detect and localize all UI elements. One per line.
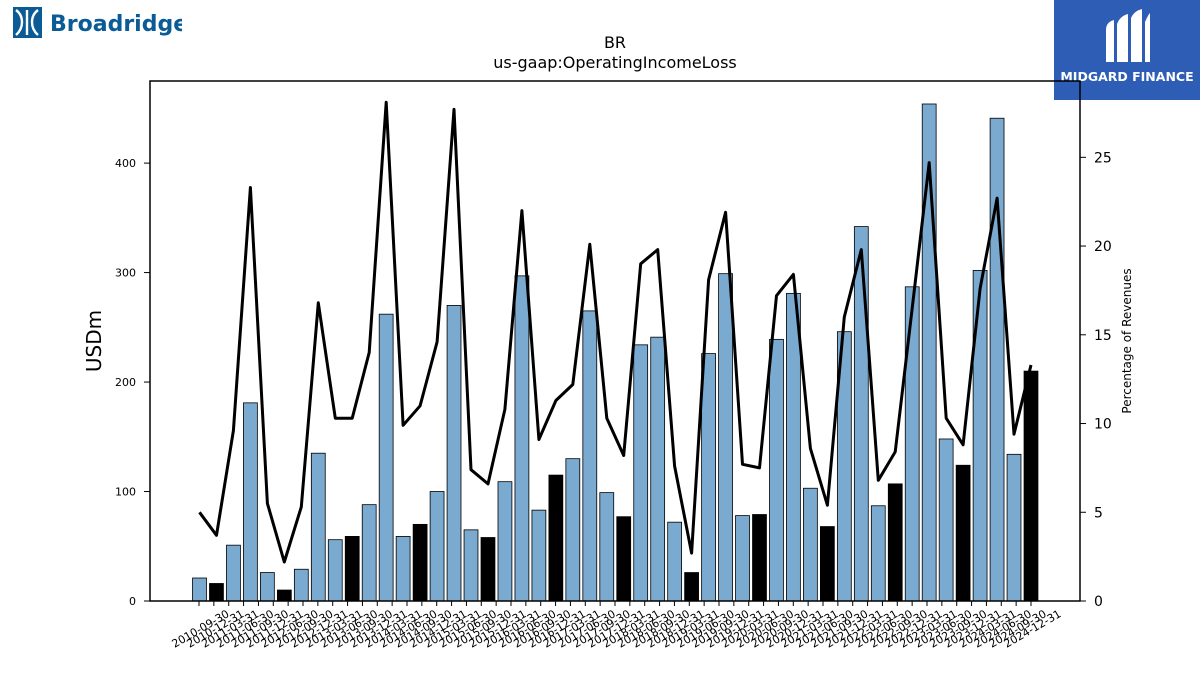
y2-tick-label: 10 [1094,417,1112,433]
bar [938,438,954,602]
bar [209,583,224,602]
y2-tick-label: 25 [1094,150,1112,166]
line-series [198,100,1033,564]
bar [412,523,428,602]
bar [820,526,835,602]
y2-tick-label: 0 [1094,594,1103,610]
y2-axis-label: Percentage of Revenues [1120,268,1134,413]
broadridge-logo: Broadridge [13,7,182,38]
midgard-logo-mark [1106,9,1150,62]
bar [243,402,258,602]
y-tick-label: 200 [115,376,136,389]
bar [870,505,886,602]
chart-subtitle: us-gaap:OperatingIncomeLoss [493,53,737,72]
bar [684,572,699,602]
bar [769,338,784,602]
percentage-line [198,100,1033,564]
bar-series [192,103,1039,602]
bar [293,568,309,602]
bar [599,492,615,602]
y-tick-label: 300 [115,267,136,280]
y-tick-label: 0 [129,595,136,608]
y-tick-label: 400 [115,157,136,170]
bar [633,344,649,602]
midgard-finance-logo: MIDGARD FINANCE [1054,0,1200,100]
bar [480,537,496,602]
bar [650,336,666,602]
bar [616,516,632,602]
bar [548,474,564,602]
y2-tick-label: 15 [1094,328,1112,344]
bar [226,544,241,602]
bar [192,577,207,602]
bar [904,286,920,602]
bar [667,521,683,602]
bar [989,117,1005,602]
bar [718,273,733,602]
bar [1006,453,1022,602]
bar [429,491,445,602]
bar [497,481,513,602]
bar [310,452,326,602]
broadridge-logo-text: Broadridge [50,12,182,37]
x-axis: 2010-09-302010-12-312011-03-312011-06-30… [170,601,1064,651]
bar [565,458,581,602]
bar [701,353,716,602]
bar [582,310,598,602]
bar [887,483,903,602]
y-axis-label: USDm [82,310,106,372]
bar [463,529,479,602]
bar [260,572,275,602]
bar [955,464,971,602]
bar [531,509,547,602]
bar [752,514,767,602]
bar [378,313,394,602]
bar [735,515,750,602]
bar [361,504,377,602]
bar [803,487,818,602]
bar [395,536,411,602]
bar [276,589,292,602]
y2-tick-label: 5 [1094,505,1103,521]
y2-tick-label: 20 [1094,239,1112,255]
bar [514,275,530,602]
bar [344,536,360,602]
bar [327,539,343,602]
midgard-logo-text: MIDGARD FINANCE [1060,69,1193,84]
bar [1023,370,1039,602]
y-tick-label: 100 [115,486,136,499]
right-y-axis: 0 5 10 15 20 25 [1080,150,1112,610]
chart-title: BR [604,33,626,52]
bar [853,226,869,602]
left-y-axis: 0 100 200 300 400 [115,157,150,608]
bar [446,305,462,602]
